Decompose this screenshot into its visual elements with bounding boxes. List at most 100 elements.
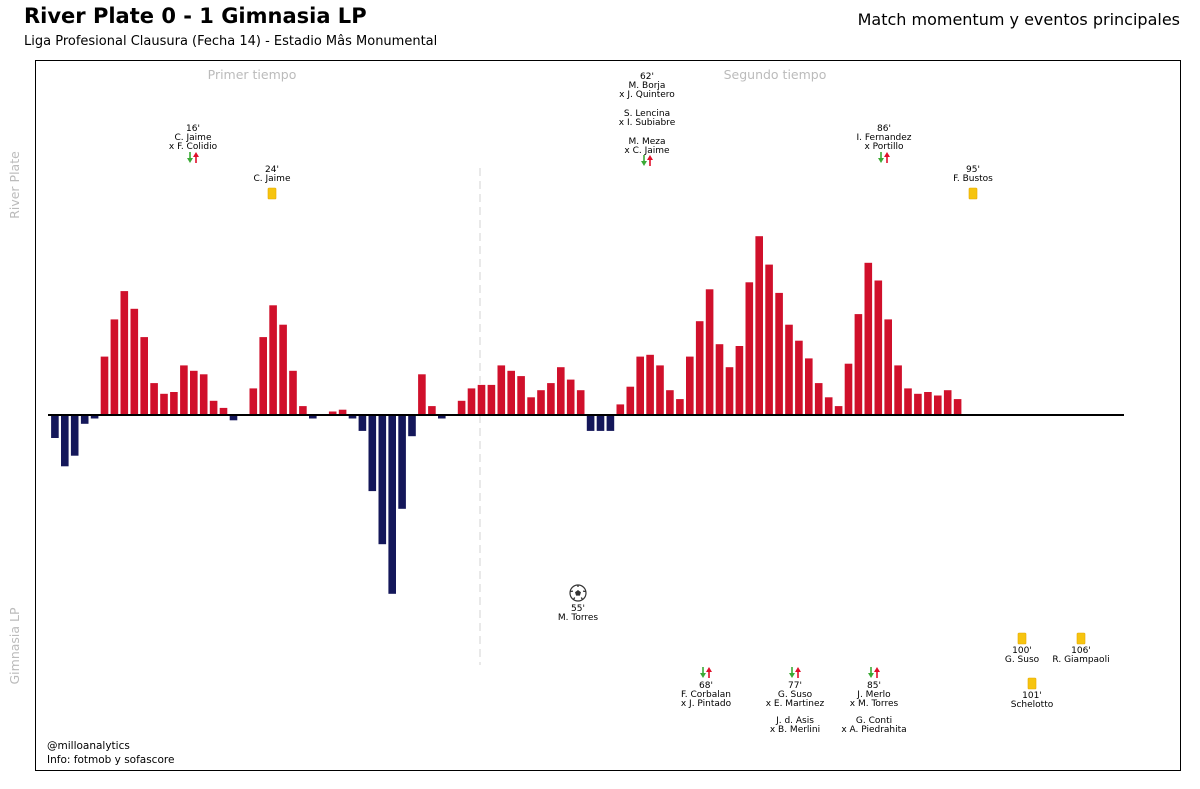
event-player: G. Conti	[856, 716, 892, 726]
event-minute: 86'	[877, 124, 891, 134]
momentum-bar	[209, 400, 218, 415]
momentum-bar	[537, 390, 545, 415]
momentum-bar	[834, 406, 843, 415]
momentum-bar	[438, 415, 446, 419]
momentum-bar	[497, 365, 506, 415]
momentum-bar	[348, 415, 357, 419]
momentum-bar	[854, 314, 863, 415]
momentum-bar	[566, 379, 575, 415]
momentum-bar	[755, 236, 763, 415]
momentum-bar	[487, 384, 496, 415]
momentum-bars	[51, 236, 962, 594]
event-minute: 106'	[1071, 646, 1091, 656]
momentum-bar	[457, 400, 466, 415]
momentum-bar	[745, 282, 754, 416]
event-player: x F. Colidio	[169, 142, 218, 152]
page-title: River Plate 0 - 1 Gimnasia LP	[24, 4, 367, 28]
yellow-card-icon	[267, 187, 277, 200]
momentum-bar	[61, 415, 69, 467]
event-player-in: S. Lencina	[624, 109, 670, 119]
momentum-bar	[130, 308, 139, 415]
event-player-out: x J. Quintero	[619, 90, 675, 100]
momentum-bar	[477, 384, 486, 415]
event-minute: 101'	[1022, 691, 1042, 701]
momentum-bar	[80, 415, 89, 424]
event-player: x B. Merlini	[770, 725, 820, 735]
momentum-bar	[388, 415, 396, 594]
event-minute: 68'	[699, 681, 713, 691]
event-player: x M. Torres	[850, 699, 899, 709]
momentum-bar	[190, 370, 198, 416]
momentum-bar	[269, 305, 277, 415]
event-player-out: x I. Subiabre	[619, 118, 676, 128]
event-player: x J. Pintado	[681, 699, 732, 709]
momentum-bar	[150, 383, 158, 415]
momentum-bar	[259, 337, 267, 415]
momentum-bar	[814, 383, 823, 415]
momentum-bar	[795, 340, 803, 415]
credit-text: @milloanalytics	[47, 740, 130, 752]
home-team-axis-label: River Plate	[7, 151, 22, 219]
event-player: F. Bustos	[953, 174, 993, 184]
period-label-first-half: Primer tiempo	[208, 67, 297, 82]
momentum-bar	[586, 415, 595, 431]
substitution-icon	[878, 152, 890, 163]
goal-ball-icon	[569, 584, 587, 602]
event-player-in: M. Borja	[629, 81, 666, 91]
momentum-bar	[725, 367, 734, 415]
momentum-bar	[229, 415, 238, 421]
momentum-bar	[170, 392, 178, 415]
momentum-bar	[557, 367, 565, 415]
momentum-bar	[953, 399, 962, 415]
momentum-bar	[279, 324, 287, 415]
momentum-bar	[824, 397, 833, 415]
momentum-bar	[666, 390, 674, 415]
momentum-bar	[309, 415, 317, 419]
page-subtitle: Liga Profesional Clausura (Fecha 14) - E…	[24, 34, 438, 49]
event-player: Schelotto	[1011, 700, 1054, 710]
momentum-bar	[467, 388, 476, 415]
momentum-bar	[576, 390, 585, 415]
momentum-bar	[775, 292, 783, 415]
momentum-bar	[527, 397, 535, 415]
momentum-bar	[199, 374, 208, 415]
momentum-bar	[874, 280, 883, 415]
event-player: C. Jaime	[175, 133, 212, 143]
event-player: x A. Piedrahita	[841, 725, 906, 735]
momentum-bar	[120, 291, 129, 415]
momentum-bar	[636, 356, 644, 415]
event-player: R. Giampaoli	[1052, 655, 1109, 665]
period-label-second-half: Segundo tiempo	[724, 67, 827, 82]
momentum-bar	[785, 324, 793, 415]
momentum-bar	[676, 399, 684, 415]
event-minute: 95'	[966, 165, 980, 175]
event-player: x Portillo	[864, 142, 904, 152]
momentum-bar	[249, 388, 258, 415]
momentum-bar	[715, 344, 724, 415]
event-player: J. Merlo	[856, 690, 891, 700]
yellow-card-icon	[1076, 632, 1086, 645]
momentum-bar	[894, 365, 902, 415]
chart-frame	[35, 60, 1181, 771]
source-text: Info: fotmob y sofascore	[47, 754, 175, 766]
yellow-card-icon	[968, 187, 978, 200]
momentum-bar	[686, 356, 694, 415]
momentum-bar	[328, 411, 337, 415]
momentum-bar	[90, 415, 99, 419]
momentum-bar	[180, 365, 188, 415]
momentum-bar	[914, 393, 922, 415]
event-minute: 85'	[867, 681, 881, 691]
momentum-bar	[606, 415, 615, 431]
event-player: C. Jaime	[254, 174, 291, 184]
event-minute: 77'	[788, 681, 802, 691]
momentum-bar	[51, 415, 59, 438]
momentum-bar	[695, 321, 704, 415]
momentum-bar	[735, 346, 744, 415]
event-player: x E. Martinez	[766, 699, 825, 709]
event-player: I. Fernandez	[856, 133, 911, 143]
momentum-bar	[626, 386, 635, 415]
event-player: F. Corbalan	[681, 690, 731, 700]
event-player: M. Torres	[558, 613, 599, 623]
